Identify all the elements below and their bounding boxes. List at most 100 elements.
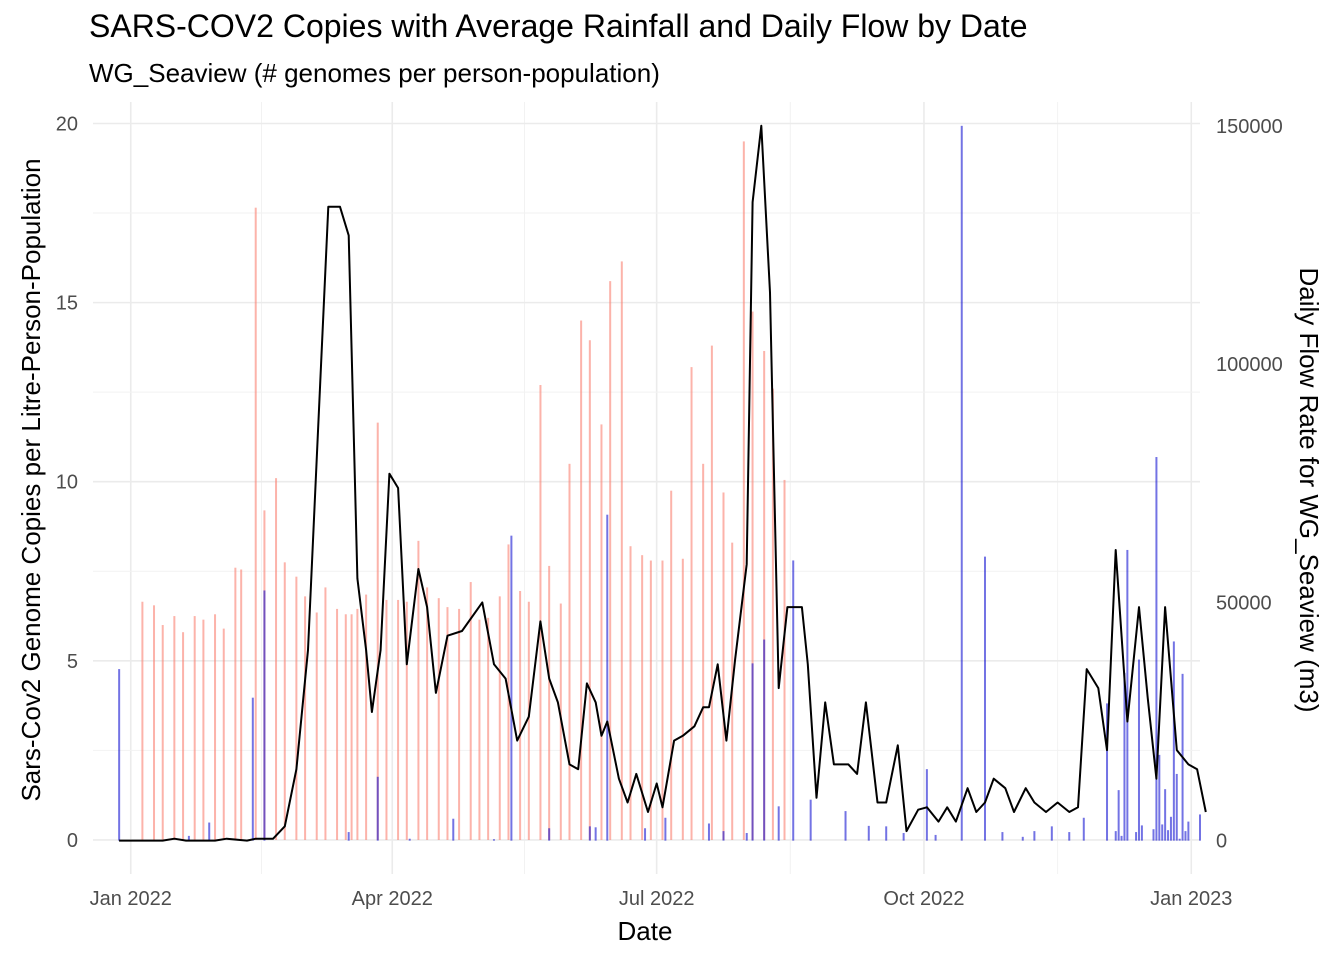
- sars-bar: [350, 614, 353, 840]
- rainfall-bar: [867, 825, 870, 841]
- sars-bar: [437, 598, 440, 840]
- rainfall-bar: [809, 799, 812, 841]
- y-left-tick-label: 0: [67, 830, 78, 852]
- sars-bar: [202, 619, 205, 840]
- sars-bar: [763, 350, 766, 840]
- rainfall-bar: [1155, 457, 1158, 841]
- sars-bar: [580, 320, 583, 840]
- sars-bar: [193, 616, 196, 840]
- sars-bar: [426, 587, 429, 840]
- x-tick-label: Apr 2022: [352, 888, 433, 910]
- sars-bar: [588, 340, 591, 840]
- rainfall-bar: [1135, 832, 1138, 841]
- sars-bar: [771, 388, 774, 840]
- sars-bar: [469, 582, 472, 840]
- rainfall-bar: [1001, 832, 1004, 841]
- rainfall-bar: [1082, 817, 1085, 841]
- rainfall-bar: [1178, 838, 1181, 841]
- rainfall-bar: [1187, 821, 1190, 841]
- sars-bar: [629, 546, 632, 840]
- rainfall-bar: [1021, 836, 1024, 841]
- sars-bar: [690, 367, 693, 840]
- rainfall-bar: [1167, 830, 1170, 841]
- rainfall-bar: [1068, 832, 1071, 841]
- x-tick-label: Jan 2023: [1150, 888, 1232, 910]
- sars-bar: [568, 463, 571, 840]
- sars-bar: [661, 560, 664, 840]
- sars-bar: [527, 601, 530, 840]
- sars-bar: [458, 608, 461, 840]
- sars-bar: [304, 596, 307, 840]
- sars-bar: [356, 608, 359, 840]
- y-right-tick-label: 100000: [1216, 354, 1283, 376]
- sars-bar: [405, 601, 408, 840]
- rainfall-bar: [664, 817, 667, 841]
- rainfall-bar: [1123, 672, 1126, 841]
- y-left-tick-label: 15: [56, 293, 78, 315]
- rainfall-bar: [885, 826, 888, 841]
- rainfall-bar: [1137, 659, 1140, 841]
- sars-bar: [295, 576, 298, 840]
- sars-bar: [649, 560, 652, 840]
- sars-bar: [376, 422, 379, 840]
- rainfall-bar: [347, 832, 350, 841]
- rainfall-bar: [934, 834, 937, 841]
- sars-bar: [365, 594, 368, 840]
- y-left-tick-label: 20: [56, 113, 78, 135]
- rainfall-bar: [548, 828, 551, 841]
- rainfall-bar: [118, 669, 121, 841]
- rainfall-bar: [263, 590, 266, 841]
- sars-bar: [478, 619, 481, 840]
- sars-bar: [182, 632, 185, 840]
- chart-title: SARS-COV2 Copies with Average Rainfall a…: [89, 8, 1028, 44]
- rainfall-bar: [1114, 831, 1117, 841]
- sars-bar: [222, 628, 225, 840]
- rainfall-bar: [606, 514, 609, 841]
- sars-bar: [681, 558, 684, 840]
- sars-bar: [385, 599, 388, 840]
- sars-bar: [751, 311, 754, 840]
- rainfall-bar: [208, 822, 211, 841]
- sars-bar: [722, 492, 725, 840]
- flow-line: [119, 124, 1207, 842]
- axis-layer: Jan 2022 Apr 2022 Jul 2022 Oct 2022 Jan 2023…: [56, 113, 1283, 910]
- sars-bar: [620, 261, 623, 840]
- rainfall-bar: [492, 839, 495, 841]
- rainfall-bar: [1158, 754, 1161, 841]
- sars-bar: [324, 587, 327, 840]
- grid-layer: [93, 102, 1200, 874]
- rainfall-bar: [452, 818, 455, 841]
- rainfall-bar: [251, 697, 254, 841]
- rainfall-bar: [745, 833, 748, 841]
- rainfall-bar: [722, 831, 725, 841]
- sars-bar: [141, 601, 144, 840]
- rainfall-bar: [594, 827, 597, 841]
- sars-bar: [519, 590, 522, 840]
- sars-bar: [641, 555, 644, 840]
- rainfall-bar: [1106, 703, 1109, 841]
- sars-bar: [670, 490, 673, 840]
- sars-bar: [214, 614, 217, 840]
- rainfall-bar: [1033, 831, 1036, 841]
- sars-bar: [234, 567, 237, 840]
- x-tick-label: Oct 2022: [883, 888, 964, 910]
- rainfall-bar: [1161, 824, 1164, 841]
- sars-bar: [240, 569, 243, 840]
- chart-subtitle: WG_Seaview (# genomes per person-populat…: [89, 58, 660, 88]
- sars-bar: [609, 281, 612, 840]
- sars-bar: [344, 614, 347, 840]
- rainfall-bar: [925, 769, 928, 841]
- y-right-tick-label: 50000: [1216, 592, 1272, 614]
- sars-bar: [173, 616, 176, 840]
- sars-bar: [600, 424, 603, 840]
- rainfall-bar: [1050, 826, 1053, 841]
- rainfall-bar: [777, 806, 780, 841]
- y-axis-left-title: Sars-Cov2 Genome Copies per Litre-Person…: [16, 158, 46, 801]
- y-right-tick-label: 0: [1216, 831, 1227, 853]
- rainfall-bar: [187, 835, 190, 841]
- rainfall-bar: [1169, 816, 1172, 841]
- rainfall-bar: [983, 556, 986, 841]
- y-left-tick-label: 5: [67, 651, 78, 673]
